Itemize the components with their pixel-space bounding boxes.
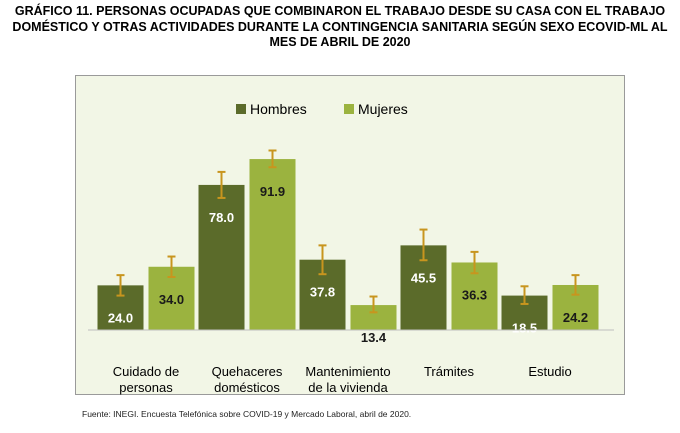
data-label-hombres-0: 24.0 [108, 310, 133, 325]
data-label-mujeres-2: 13.4 [361, 330, 387, 345]
category-label-2-0: Mantenimiento [305, 364, 390, 379]
category-label-0-1: personas [119, 380, 173, 395]
data-label-hombres-2: 37.8 [310, 285, 335, 300]
data-label-mujeres-3: 36.3 [462, 287, 487, 302]
chart-title: GRÁFICO 11. PERSONAS OCUPADAS QUE COMBIN… [0, 4, 680, 51]
chart-title-line2: DOMÉSTICO Y OTRAS ACTIVIDADES DURANTE LA… [12, 19, 668, 34]
chart-title-line3: MES DE ABRIL DE 2020 [269, 35, 411, 49]
category-label-3-0: Trámites [424, 364, 475, 379]
bar-hombres-1 [198, 184, 245, 330]
legend-swatch-mujeres [344, 104, 354, 114]
data-label-mujeres-4: 24.2 [563, 310, 588, 325]
bar-chart: 24.0 78.0 37.8 45.5 18.5 34.0 91.9 13.4 36.3 24.2… [88, 101, 614, 395]
chart-area: 24.0 78.0 37.8 45.5 18.5 34.0 91.9 13.4 36.3 24.2… [75, 75, 625, 395]
category-label-2-1: de la vivienda [308, 380, 388, 395]
source-note: Fuente: INEGI. Encuesta Telefónica sobre… [82, 409, 412, 419]
category-label-0-0: Cuidado de [113, 364, 180, 379]
legend-label-hombres: Hombres [250, 101, 307, 117]
data-label-hombres-4: 18.5 [512, 321, 537, 336]
data-label-mujeres-0: 34.0 [159, 292, 184, 307]
category-label-1-0: Quehaceres [212, 364, 283, 379]
data-label-mujeres-1: 91.9 [260, 184, 285, 199]
legend-swatch-hombres [236, 104, 246, 114]
data-label-hombres-3: 45.5 [411, 270, 436, 285]
data-label-hombres-1: 78.0 [209, 210, 234, 225]
chart-title-line1: GRÁFICO 11. PERSONAS OCUPADAS QUE COMBIN… [14, 4, 666, 18]
category-label-4-0: Estudio [528, 364, 571, 379]
legend-label-mujeres: Mujeres [358, 101, 408, 117]
bar-mujeres-1 [249, 159, 296, 330]
category-label-1-1: domésticos [214, 380, 280, 395]
